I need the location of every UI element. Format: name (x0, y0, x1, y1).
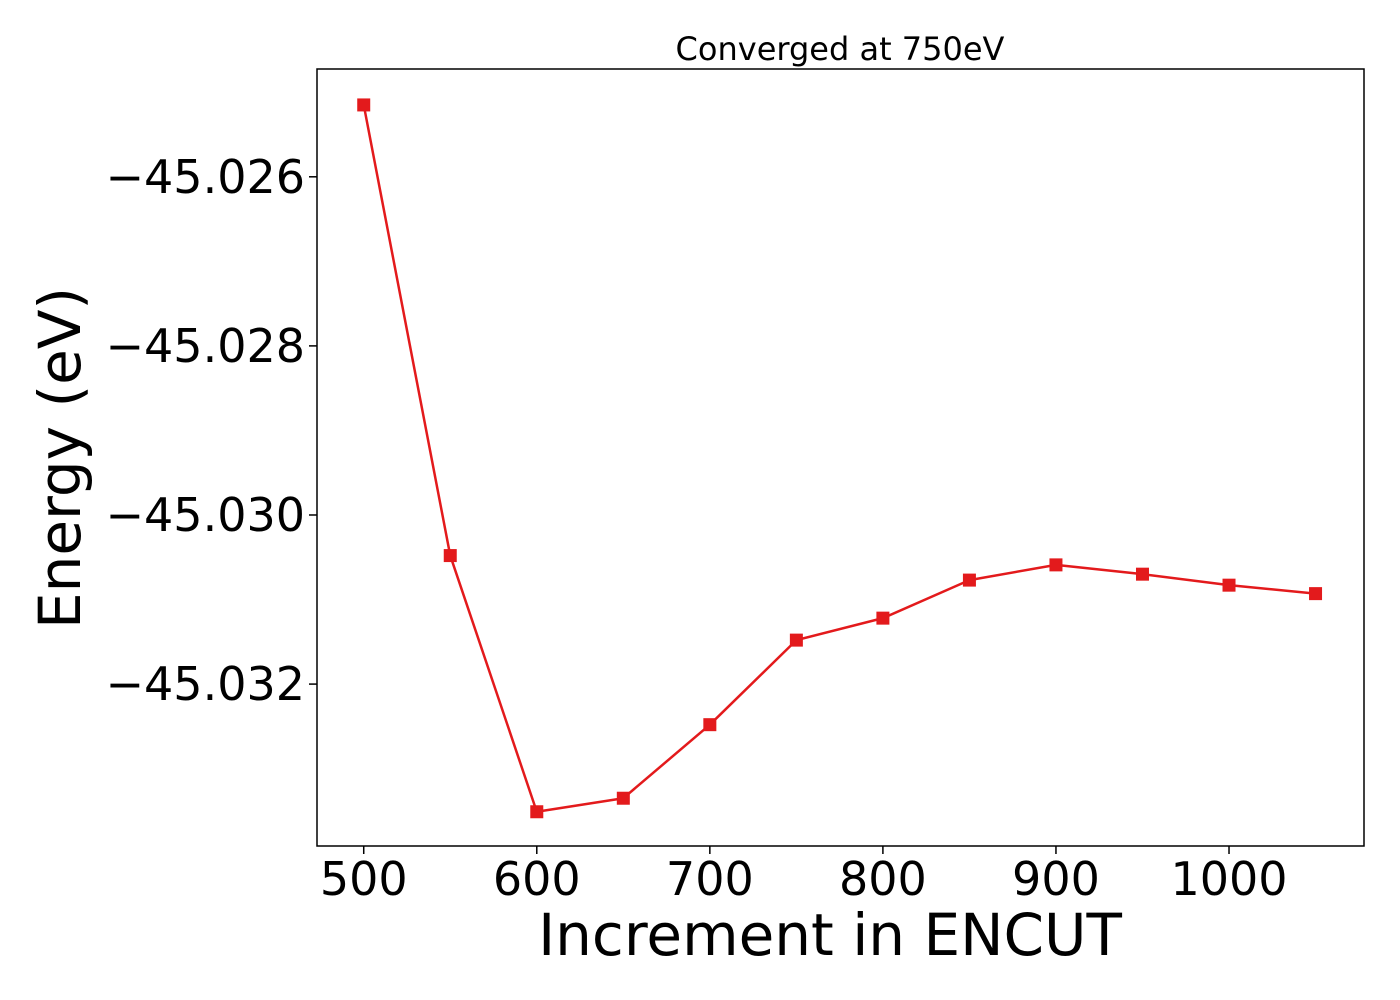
x-tick-label: 600 (493, 852, 581, 906)
x-axis-label: Increment in ENCUT (538, 901, 1122, 969)
data-point (1222, 578, 1236, 592)
y-tick-label: −45.032 (106, 657, 306, 711)
x-tick-label: 800 (839, 852, 927, 906)
chart-title: Converged at 750eV (676, 30, 1005, 68)
data-point (1309, 587, 1323, 601)
x-tick-label: 900 (1012, 852, 1100, 906)
data-point (1049, 558, 1063, 572)
data-point (616, 791, 630, 805)
data-point (789, 633, 803, 647)
series-line (362, 104, 1316, 814)
series-layer (357, 98, 1323, 819)
data-point (443, 549, 457, 563)
data-point (1135, 567, 1149, 581)
x-tick-label: 500 (320, 852, 408, 906)
x-axis: 500 600 700 800 900 1000 (320, 846, 1288, 906)
data-point (962, 573, 976, 587)
y-axis: −45.026 −45.028 −45.030 −45.032 (106, 150, 317, 711)
data-point (357, 98, 371, 112)
y-tick-label: −45.028 (106, 319, 306, 373)
data-point (703, 718, 717, 732)
data-point (530, 805, 544, 819)
x-tick-label: 700 (666, 852, 754, 906)
y-axis-label: Energy (eV) (26, 287, 94, 629)
y-tick-label: −45.026 (106, 150, 306, 204)
plot-area (316, 68, 1365, 847)
x-tick-label: 1000 (1170, 852, 1287, 906)
y-tick-label: −45.030 (106, 488, 306, 542)
data-point (876, 611, 890, 625)
